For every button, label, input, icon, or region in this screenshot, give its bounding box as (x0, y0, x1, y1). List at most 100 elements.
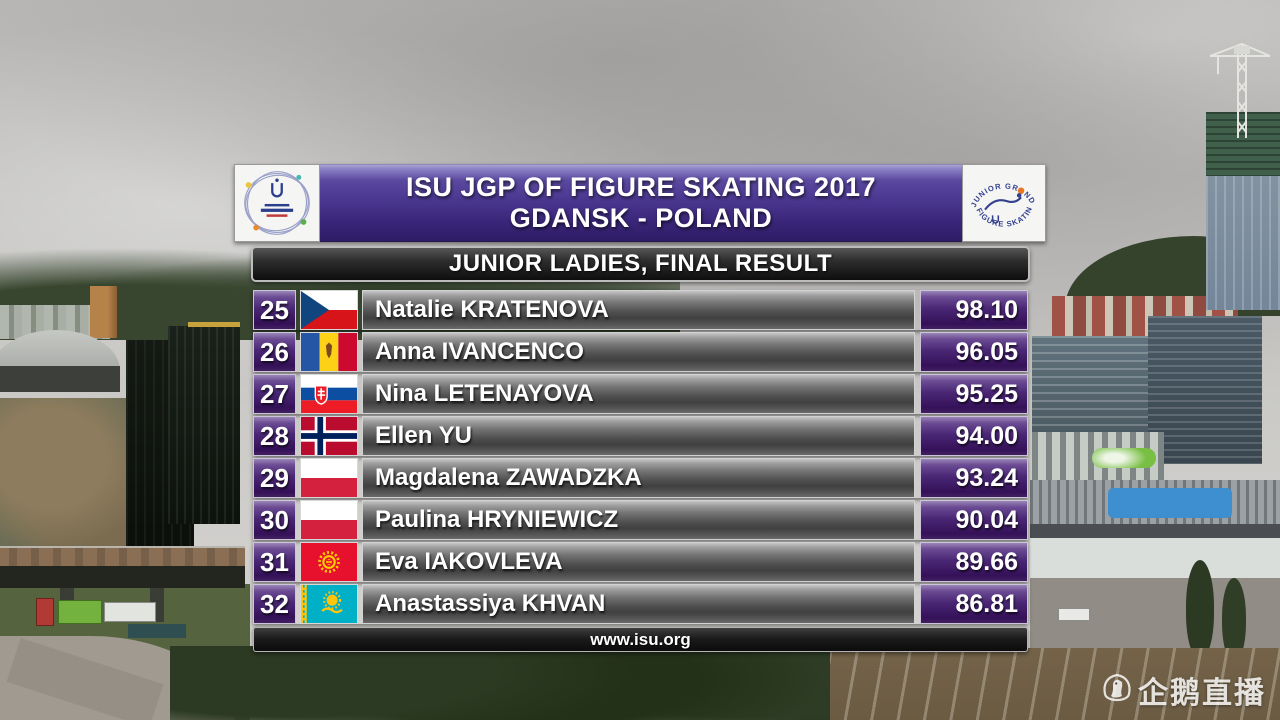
background-office-tower-left2 (168, 326, 240, 524)
svg-text:JUNIOR GRAND PRIX: JUNIOR GRAND PRIX (964, 166, 1039, 209)
background-office-right2 (1148, 316, 1262, 464)
background-office-right (1032, 336, 1150, 434)
score-cell: 96.05 (920, 332, 1028, 372)
rank-value: 32 (260, 588, 289, 619)
result-row-31: 31 Eva IAKOVLEVA 89.66 (253, 542, 1028, 582)
logo-arc-top-text: JUNIOR GRAND PRIX (964, 166, 1038, 209)
skater-name: Magdalena ZAWADZKA (375, 464, 642, 491)
skater-name-cell: Paulina HRYNIEWICZ (362, 500, 915, 540)
header-banner: ISU JGP OF FIGURE SKATING 2017 GDANSK - … (234, 164, 1046, 242)
background-truck (58, 600, 102, 624)
isu-jgp-logo-left (234, 164, 320, 242)
background-van (1058, 608, 1090, 621)
skater-name-cell: Eva IAKOVLEVA (362, 542, 915, 582)
penguin-live-icon (1103, 673, 1131, 702)
result-row-28: 28 Ellen YU 94.00 (253, 416, 1028, 456)
score-value: 98.10 (955, 295, 1018, 324)
background-bus (128, 624, 186, 638)
rank-cell: 27 (253, 374, 296, 414)
rank-value: 27 (260, 378, 289, 409)
background-railway-tracks (830, 648, 1280, 720)
stream-watermark: 企鹅直播 (1100, 668, 1266, 712)
rank-cell: 25 (253, 290, 296, 330)
result-row-32: 32 Anastassiya KHVAN 86.81 (253, 584, 1028, 624)
score-value: 95.25 (955, 379, 1018, 408)
background-long-building (1030, 538, 1280, 578)
flag-poland-icon (300, 458, 358, 498)
jgp-rings-icon (244, 171, 310, 235)
isu-url-bar: www.isu.org (253, 627, 1028, 652)
background-rail-bridge-shadow (0, 566, 245, 588)
title-banner: ISU JGP OF FIGURE SKATING 2017 GDANSK - … (320, 164, 962, 242)
rank-value: 26 (260, 336, 289, 367)
result-category-label: JUNIOR LADIES, FINAL RESULT (448, 250, 833, 277)
skater-name: Anastassiya KHVAN (375, 590, 606, 617)
rank-value: 29 (260, 462, 289, 493)
score-value: 96.05 (955, 337, 1018, 366)
result-row-27: 27 Nina LETENAYOVA 95.25 (253, 374, 1028, 414)
score-cell: 93.24 (920, 458, 1028, 498)
skater-name-cell: Anna IVANCENCO (362, 332, 915, 372)
background-poplar-tree (1186, 560, 1214, 660)
skater-name: Paulina HRYNIEWICZ (375, 506, 619, 533)
background-arena-base (0, 366, 120, 392)
rank-value: 30 (260, 504, 289, 535)
skater-name: Eva IAKOVLEVA (375, 548, 563, 575)
skater-name-cell: Natalie KRATENOVA (362, 290, 915, 330)
background-roof-crane-beam (188, 322, 240, 327)
rank-cell: 31 (253, 542, 296, 582)
skater-name-cell: Magdalena ZAWADZKA (362, 458, 915, 498)
background-trees-foreground (170, 646, 940, 720)
flag-poland-icon (300, 500, 358, 540)
construction-crane-icon (1209, 42, 1271, 138)
background-orange-building (90, 286, 117, 338)
rank-value: 31 (260, 546, 289, 577)
skater-name: Anna IVANCENCO (375, 338, 584, 365)
skater-name: Natalie KRATENOVA (375, 296, 609, 323)
rank-cell: 26 (253, 332, 296, 372)
isu-url: www.isu.org (590, 629, 691, 649)
flag-kazakhstan-icon (300, 584, 358, 624)
rank-value: 25 (260, 294, 289, 325)
stream-watermark-text: 企鹅直播 (1138, 677, 1266, 710)
score-value: 86.81 (955, 589, 1018, 618)
background-truck (36, 598, 54, 626)
skater-name-cell: Nina LETENAYOVA (362, 374, 915, 414)
score-cell: 90.04 (920, 500, 1028, 540)
background-long-building-roof (1030, 524, 1280, 538)
score-cell: 95.25 (920, 374, 1028, 414)
score-value: 93.24 (955, 463, 1018, 492)
skater-name: Nina LETENAYOVA (375, 380, 594, 407)
background-blue-tarp (1108, 488, 1232, 518)
result-row-29: 29 Magdalena ZAWADZKA 93.24 (253, 458, 1028, 498)
rank-cell: 32 (253, 584, 296, 624)
background-tower-scaffolding (1206, 112, 1280, 176)
background-rail-bridge (0, 546, 245, 566)
rank-value: 28 (260, 420, 289, 451)
jgp-skater-icon: JUNIOR GRAND PRIX FIGURE SKATING (964, 166, 1039, 229)
jgp-figure-skating-logo-right: JUNIOR GRAND PRIX FIGURE SKATING (962, 164, 1046, 242)
event-location: GDANSK - POLAND (509, 203, 773, 233)
score-value: 94.00 (955, 421, 1018, 450)
background-energa-sign (1092, 448, 1156, 468)
score-cell: 89.66 (920, 542, 1028, 582)
result-row-25: 25 Natalie KRATENOVA 98.10 (253, 290, 1028, 330)
result-category-bar: JUNIOR LADIES, FINAL RESULT (251, 246, 1030, 282)
score-cell: 98.10 (920, 290, 1028, 330)
score-cell: 86.81 (920, 584, 1028, 624)
flag-kyrgyzstan-icon (300, 542, 358, 582)
rank-cell: 29 (253, 458, 296, 498)
result-row-26: 26 Anna IVANCENCO 96.05 (253, 332, 1028, 372)
flag-moldova-icon (300, 332, 358, 372)
rank-cell: 28 (253, 416, 296, 456)
skater-name: Ellen YU (375, 422, 472, 449)
skater-name-cell: Ellen YU (362, 416, 915, 456)
score-value: 89.66 (955, 547, 1018, 576)
flag-czech-republic-icon (300, 290, 358, 330)
score-value: 90.04 (955, 505, 1018, 534)
background-truck (104, 602, 156, 622)
skater-name-cell: Anastassiya KHVAN (362, 584, 915, 624)
background-construction-ground (0, 398, 140, 550)
result-row-30: 30 Paulina HRYNIEWICZ 90.04 (253, 500, 1028, 540)
